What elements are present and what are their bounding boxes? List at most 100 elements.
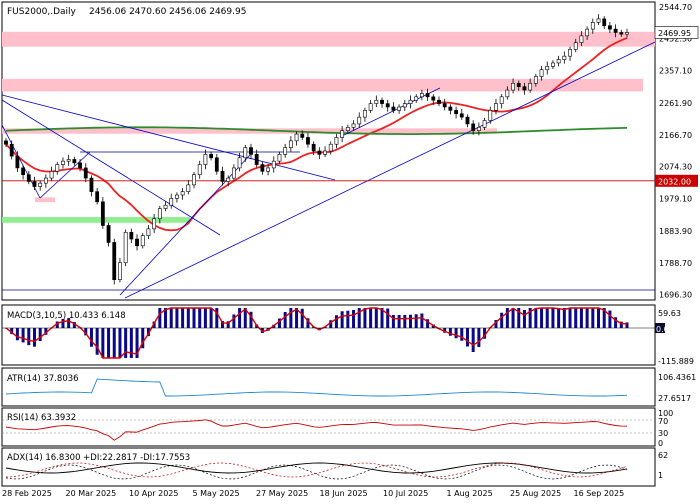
candle-body <box>563 56 566 59</box>
candle-body <box>568 49 571 56</box>
rsi-panel-frame <box>2 408 655 446</box>
candle-body <box>261 165 264 172</box>
macd-tick: 0.00 <box>656 325 674 334</box>
candle-body <box>187 185 190 192</box>
support-line-label: 2032.00 <box>658 177 691 186</box>
macd-bar <box>500 313 503 328</box>
x-tick-label: 10 Apr 2025 <box>129 489 178 498</box>
candle-body <box>238 158 241 168</box>
rsi-tick: 30 <box>658 429 668 438</box>
main-panel-frame <box>2 2 655 300</box>
support-zone <box>2 217 190 223</box>
candle-body <box>597 19 600 22</box>
macd-bar <box>420 314 423 329</box>
macd-bar <box>170 308 173 328</box>
macd-bar <box>546 308 549 328</box>
candle-body <box>358 117 361 124</box>
macd-bar <box>284 312 287 328</box>
macd-bar <box>403 315 406 328</box>
candle-body <box>523 87 526 90</box>
candle-body <box>39 183 42 186</box>
macd-bar <box>346 311 349 328</box>
candle-body <box>341 131 344 138</box>
rsi-tick: 0 <box>658 439 663 448</box>
candle-body <box>494 104 497 111</box>
macd-bar <box>158 308 161 328</box>
macd-bar <box>289 308 292 328</box>
candle-body <box>586 29 589 36</box>
macd-bar <box>591 308 594 328</box>
candle-body <box>403 104 406 107</box>
macd-bar <box>198 308 201 328</box>
macd-bar <box>460 328 463 341</box>
price-tick-label: 1883.90 <box>659 227 692 236</box>
candle-body <box>483 121 486 128</box>
candle-body <box>130 232 133 239</box>
candle-body <box>306 137 309 144</box>
macd-bar <box>415 314 418 328</box>
macd-bar <box>113 328 116 358</box>
x-tick-label: 16 Sep 2025 <box>574 489 625 498</box>
candle-body <box>221 171 224 181</box>
atr-label: ATR(14) 37.8036 <box>7 374 79 384</box>
candle-body <box>301 134 304 137</box>
macd-bar <box>238 308 241 328</box>
candle-body <box>323 151 326 154</box>
candle-body <box>73 159 76 162</box>
macd-tick: -115.889 <box>658 357 694 366</box>
price-tick-label: 2261.90 <box>659 99 692 108</box>
candle-body <box>477 127 480 130</box>
resistance-zone <box>35 197 55 202</box>
macd-bar <box>375 308 378 328</box>
candle-body <box>90 178 93 192</box>
rsi-label: RSI(14) 63.3932 <box>7 413 76 423</box>
candle-body <box>466 117 469 124</box>
candle-body <box>409 100 412 103</box>
candle-body <box>284 148 287 155</box>
x-tick-label: 18 Jun 2025 <box>320 489 368 498</box>
candle-body <box>329 144 332 151</box>
candle-body <box>580 36 583 43</box>
candle-body <box>84 168 87 178</box>
macd-bar <box>96 328 99 355</box>
atr-line <box>6 379 627 396</box>
macd-bar <box>204 308 207 328</box>
trendline <box>40 152 90 198</box>
candle-body <box>278 154 281 161</box>
price-tick-label: 2357.10 <box>659 67 692 76</box>
symbol-header: FUS2000,.Daily <box>7 7 77 17</box>
candle-body <box>181 192 184 195</box>
candle-body <box>27 175 30 182</box>
macd-bar <box>534 308 537 328</box>
candle-body <box>50 171 53 178</box>
macd-bar <box>477 328 480 347</box>
macd-bar <box>301 309 304 328</box>
rsi-tick: 70 <box>658 417 668 426</box>
candle-body <box>369 104 372 111</box>
candle-body <box>124 232 127 262</box>
candle-body <box>255 154 258 164</box>
candle-body <box>443 104 446 107</box>
trendline <box>2 100 220 235</box>
candle-body <box>141 236 144 246</box>
candle-body <box>335 137 338 144</box>
candle-body <box>392 107 395 110</box>
candle-body <box>398 107 401 110</box>
candle-body <box>67 159 70 161</box>
macd-bar <box>363 308 366 328</box>
macd-bar <box>210 308 213 328</box>
macd-bar <box>352 310 355 328</box>
candle-body <box>272 161 275 168</box>
candle-body <box>529 83 532 90</box>
macd-bar <box>16 328 19 340</box>
price-tick-label: 2544.70 <box>659 3 692 12</box>
atr-panel-frame <box>2 368 655 406</box>
resistance-zone <box>2 32 655 47</box>
price-tick-label: 1696.30 <box>659 290 692 299</box>
candle-body <box>118 263 121 280</box>
macd-bar <box>181 308 184 328</box>
candle-body <box>21 168 24 175</box>
adx-tick: 1 <box>658 471 663 480</box>
resistance-zone <box>2 79 643 92</box>
